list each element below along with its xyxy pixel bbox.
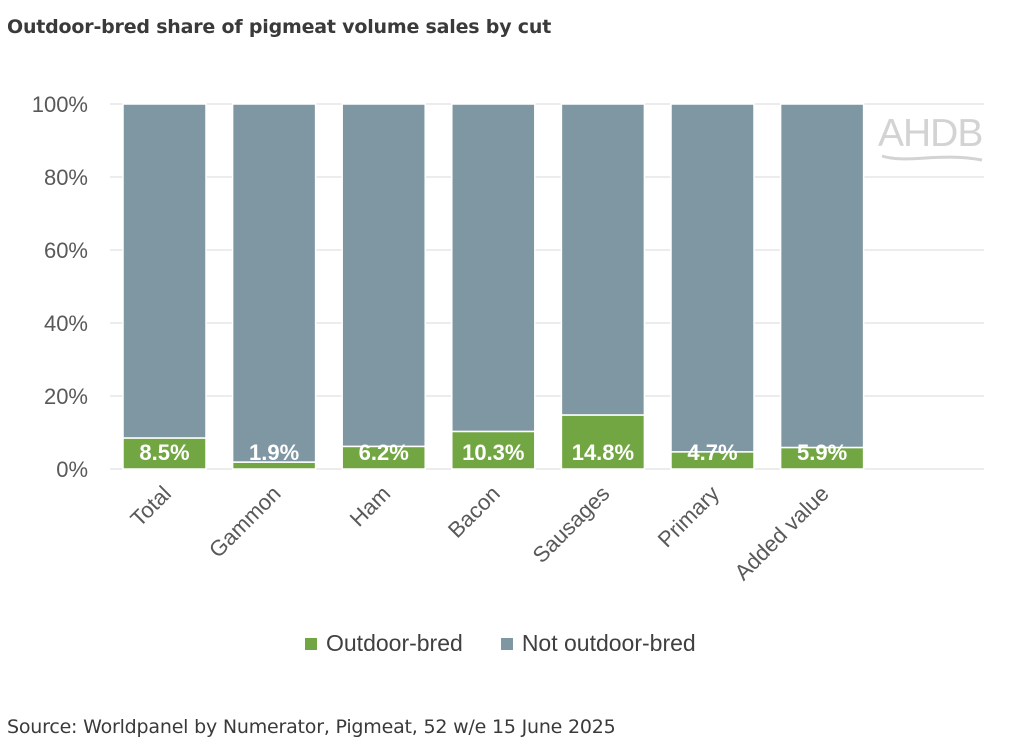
ahdb-logo: AHDB: [878, 112, 988, 172]
legend-swatch-outdoor: [305, 637, 317, 650]
legend-label-not-outdoor: Not outdoor-bred: [521, 630, 696, 656]
bar-segment-outdoor: [451, 430, 536, 470]
data-label: 4.7%: [687, 440, 737, 465]
legend: Outdoor-bred Not outdoor-bred: [305, 630, 734, 657]
source-note: Source: Worldpanel by Numerator, Pigmeat…: [7, 716, 616, 738]
logo-text: AHDB: [878, 112, 983, 155]
x-tick-label: Bacon: [443, 481, 505, 543]
x-tick-label: Primary: [653, 481, 724, 552]
y-axis-ticks: 0% 20% 40% 60% 80% 100%: [32, 92, 88, 482]
logo-wave-icon: [881, 154, 983, 162]
x-tick-label: Gammon: [204, 481, 286, 563]
data-label: 6.2%: [359, 440, 409, 465]
bar-segment-not-outdoor: [341, 103, 426, 448]
chart-title: Outdoor-bred share of pigmeat volume sal…: [7, 16, 552, 38]
x-tick-label: Ham: [345, 481, 396, 532]
bar-segment-not-outdoor: [560, 103, 646, 416]
data-label: 8.5%: [139, 440, 189, 465]
y-tick-label: 80%: [44, 165, 88, 190]
x-tick-label: Sausages: [528, 481, 615, 568]
data-label: 1.9%: [249, 440, 299, 465]
bars: [122, 103, 865, 470]
x-tick-label: Total: [125, 481, 176, 532]
y-tick-label: 0%: [56, 457, 88, 482]
x-tick-label: Added value: [729, 481, 833, 585]
data-label: 10.3%: [462, 440, 524, 465]
bar-segment-not-outdoor: [670, 103, 755, 453]
legend-item-outdoor: Outdoor-bred: [305, 630, 463, 657]
data-label: 14.8%: [572, 440, 634, 465]
x-axis-ticks: Total Gammon Ham Bacon Sausages Primary Added …: [125, 481, 833, 585]
legend-label-outdoor: Outdoor-bred: [326, 630, 463, 656]
data-labels: 8.5% 1.9% 6.2% 10.3% 14.8% 4.7% 5.9%: [139, 440, 847, 465]
y-tick-label: 20%: [44, 384, 88, 409]
y-tick-label: 60%: [44, 238, 88, 263]
bar-segment-not-outdoor: [779, 103, 865, 449]
bar-segment-not-outdoor: [451, 103, 536, 433]
bar-segment-not-outdoor: [231, 103, 317, 463]
data-label: 5.9%: [797, 440, 847, 465]
bar-segment-outdoor: [122, 437, 207, 470]
y-tick-label: 100%: [32, 92, 88, 117]
bar-segment-not-outdoor: [122, 103, 207, 439]
legend-item-not-outdoor: Not outdoor-bred: [500, 630, 696, 657]
y-tick-label: 40%: [44, 311, 88, 336]
legend-swatch-not-outdoor: [500, 637, 513, 650]
stacked-bar-chart: 0% 20% 40% 60% 80% 100% 8.5% 1.9% 6.2% 10.3% 14.8…: [32, 92, 984, 585]
